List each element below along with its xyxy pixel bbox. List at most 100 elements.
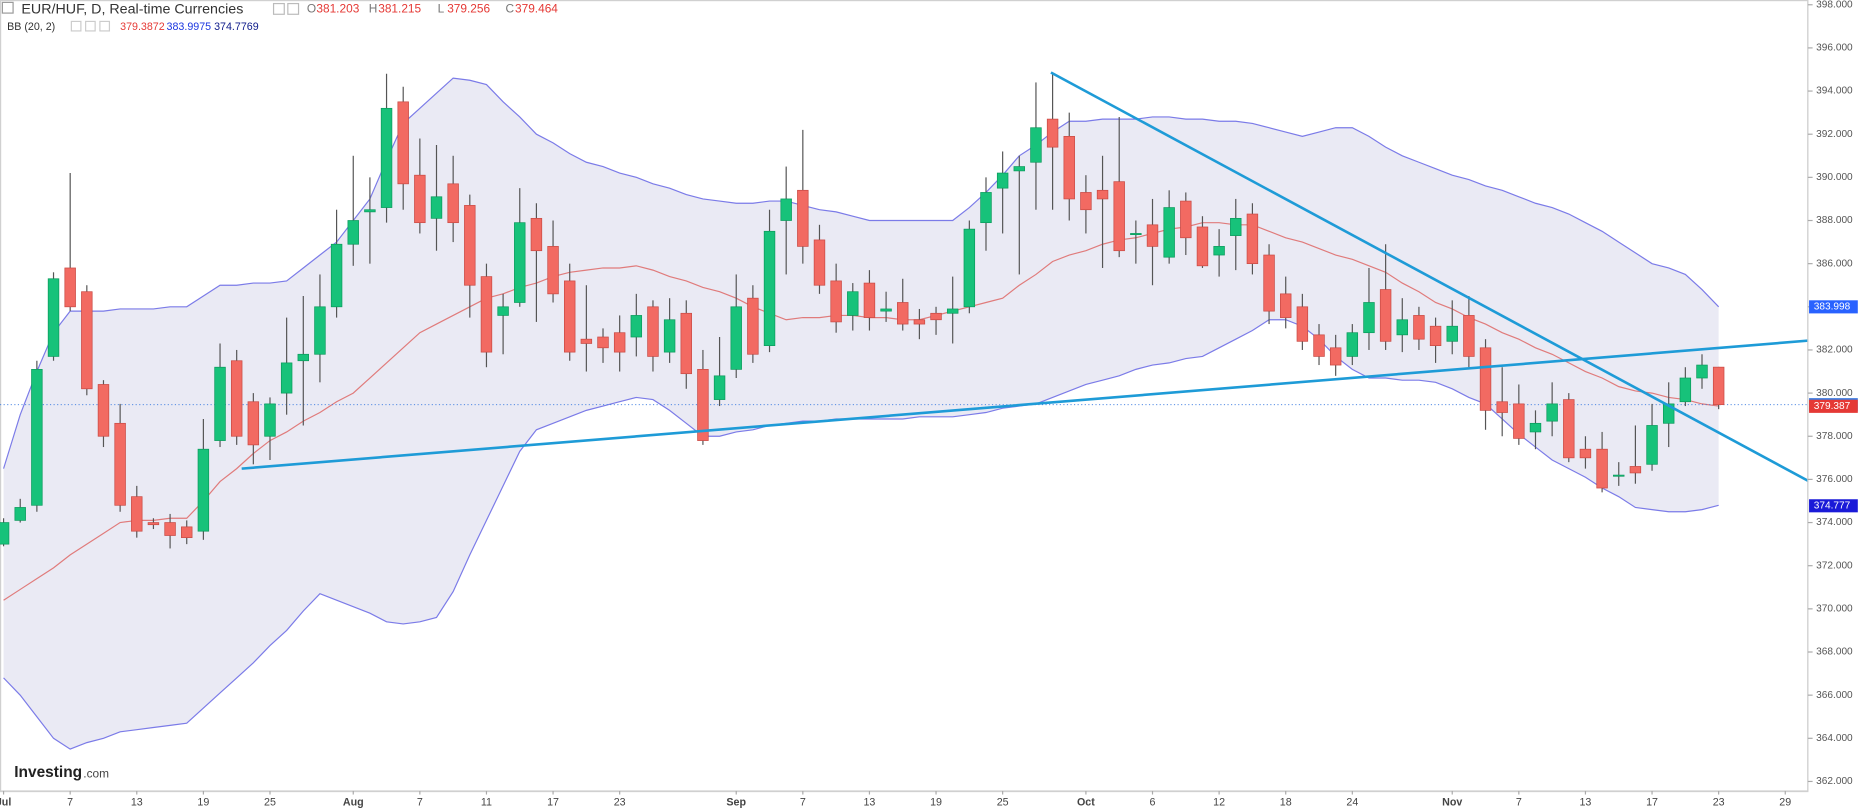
x-tick-label: 7 [417, 797, 423, 809]
candle-body [14, 507, 26, 521]
y-tick-label: 376.000 [1816, 474, 1853, 485]
price-tag [1809, 399, 1858, 413]
candle-body [1379, 289, 1392, 342]
candle-body [1596, 448, 1608, 489]
candle-body [580, 338, 593, 344]
x-tick-label: 12 [1213, 797, 1225, 809]
y-tick-label: 390.000 [1816, 172, 1853, 183]
candle-body [597, 336, 609, 349]
candle-body [1329, 347, 1342, 366]
x-tick-label: 13 [863, 797, 875, 809]
candle-body [980, 192, 992, 224]
candle-body [114, 422, 126, 506]
candle-body [830, 280, 842, 323]
ohlc-value: 381.203 [316, 2, 359, 16]
candle-body [264, 403, 276, 437]
candle-body [1429, 325, 1442, 346]
x-tick-label: Nov [1442, 797, 1462, 809]
candle-body [1046, 118, 1059, 148]
x-tick-label: 13 [131, 797, 143, 809]
candle-body [1063, 136, 1075, 200]
candle-body [247, 401, 260, 446]
candle-body [1180, 200, 1192, 239]
trend-line [1050, 71, 1833, 495]
candle-body [797, 189, 809, 247]
x-tick-label: 17 [547, 797, 559, 809]
x-tick-label: 19 [930, 797, 942, 809]
y-tick-label: 370.000 [1816, 604, 1853, 615]
candle-body [630, 315, 643, 338]
candle-body [1712, 366, 1725, 406]
candle-body [1113, 181, 1125, 252]
y-tick-label: 382.000 [1816, 345, 1853, 356]
ohlc-value: 381.215 [378, 2, 421, 16]
candle-body [1313, 334, 1325, 357]
indicator-icon[interactable] [70, 20, 82, 32]
ohlc-label: L [438, 2, 445, 16]
candle-body [397, 101, 409, 185]
price-tag [1809, 300, 1858, 314]
x-tick-label: 7 [1516, 797, 1522, 809]
candle-body [730, 306, 742, 370]
y-tick-label: 386.000 [1816, 258, 1853, 269]
candle-body [1230, 217, 1242, 236]
candle-body [780, 198, 792, 221]
candle-body [81, 291, 93, 390]
x-tick-label: 23 [1713, 797, 1725, 809]
candle-body [164, 522, 176, 536]
price-tag-label: 374.777 [1814, 500, 1851, 511]
candle-body [1446, 325, 1458, 342]
candle-body [297, 353, 310, 362]
candle-body [1030, 127, 1042, 163]
candle-body [464, 205, 476, 286]
y-tick-label: 362.000 [1816, 776, 1853, 787]
candle-body [1579, 448, 1592, 459]
y-tick-label: 374.000 [1816, 517, 1853, 528]
x-tick-label: 7 [800, 797, 806, 809]
indicator-icon[interactable] [99, 20, 111, 32]
x-tick-label: 17 [1646, 797, 1658, 809]
collapse-icon[interactable] [1, 1, 14, 14]
y-tick-label: 380.000 [1816, 388, 1853, 399]
candle-body [713, 375, 726, 400]
candle-body [1629, 466, 1642, 474]
candle-body [181, 526, 193, 539]
y-tick-label: 368.000 [1816, 647, 1853, 658]
indicator-value: 379.3872 [120, 21, 165, 33]
band-line [2, 77, 1720, 469]
candle-body [1096, 189, 1109, 200]
candle-body [1563, 399, 1575, 459]
candle-body [1496, 401, 1508, 413]
x-tick-label: 13 [1579, 797, 1591, 809]
settings-icon[interactable] [272, 2, 285, 15]
settings-icon[interactable] [287, 2, 300, 15]
candle-body [897, 302, 909, 325]
x-tick-label: 25 [264, 797, 276, 809]
candle-body [1396, 319, 1408, 336]
ohlc-label: O [307, 2, 316, 16]
x-tick-label: 23 [614, 797, 626, 809]
candle-body [414, 174, 426, 224]
y-tick-label: 392.000 [1816, 129, 1853, 140]
candle-body [197, 448, 210, 532]
watermark-suffix: .com [83, 766, 109, 780]
candle-body [1013, 166, 1026, 172]
indicator-icon[interactable] [85, 20, 96, 32]
ohlc-label: C [505, 2, 514, 16]
indicator-value: 374.7769 [214, 21, 259, 33]
candle-body [747, 297, 759, 355]
candle-body [564, 280, 576, 353]
candle-body [364, 209, 376, 213]
candle-body [214, 366, 226, 441]
candle-body [330, 243, 343, 308]
y-tick-label: 396.000 [1816, 43, 1853, 54]
price-tag [1809, 499, 1858, 513]
candle-body [230, 360, 243, 437]
candle-body [1363, 302, 1375, 334]
candle-body [1479, 347, 1492, 411]
candle-body [763, 230, 776, 346]
candle-body [447, 183, 459, 224]
band-line [3, 222, 1719, 601]
candle-body [1130, 233, 1142, 235]
